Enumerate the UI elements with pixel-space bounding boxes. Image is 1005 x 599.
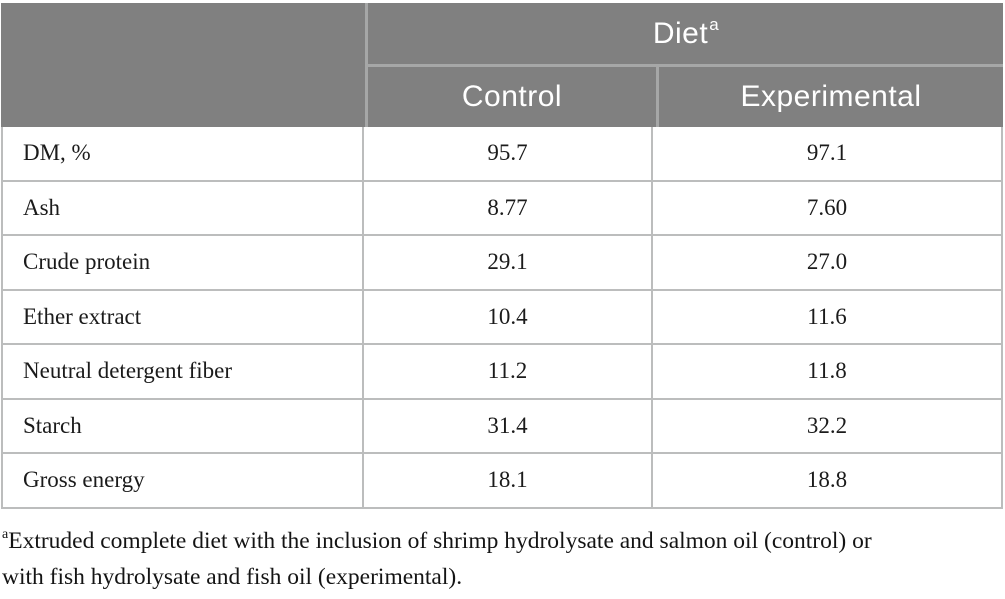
table-row-starch: Starch 31.4 32.2	[3, 399, 1001, 454]
experimental-value: 27.0	[806, 249, 848, 275]
header-horizontal-divider	[368, 64, 1003, 67]
table-footnote: aExtruded complete diet with the inclusi…	[2, 523, 1002, 595]
header-group-superscript: a	[709, 14, 720, 34]
column-header-row: Control Experimental	[368, 67, 1003, 127]
header-vertical-divider	[365, 3, 368, 127]
column-header-control: Control	[461, 80, 563, 113]
header-right-section: Diet a Control Experimental	[368, 3, 1003, 127]
experimental-value: 18.8	[806, 467, 848, 493]
table-row-ash: Ash 8.77 7.60	[3, 181, 1001, 236]
table-row-gross-energy: Gross energy 18.1 18.8	[3, 454, 1001, 509]
row-label: Starch	[3, 399, 364, 452]
experimental-value: 11.8	[807, 358, 847, 384]
control-value: 95.7	[364, 127, 653, 180]
experimental-value: 32.2	[806, 412, 848, 438]
footnote-line-2: with fish hydrolysate and fish oil (expe…	[2, 564, 463, 590]
table-row-ether-extract: Ether extract 10.4 11.6	[3, 290, 1001, 345]
table-header: Diet a Control Experimental	[1, 3, 1003, 127]
row-label: Gross energy	[3, 454, 364, 507]
row-label: Neutral detergent fiber	[3, 345, 364, 398]
header-blank-cell	[1, 3, 365, 127]
table-row-crude-protein: Crude protein 29.1 27.0	[3, 236, 1001, 291]
table-body: DM, % 95.7 97.1 Ash 8.77 7.60 Crude prot…	[1, 127, 1003, 509]
experimental-value: 7.60	[806, 194, 848, 220]
row-label: Ash	[3, 181, 364, 234]
column-header-divider	[656, 67, 659, 127]
control-value: 29.1	[364, 236, 653, 289]
header-group-label: Diet	[652, 16, 709, 50]
control-value: 18.1	[364, 454, 653, 507]
row-label: Ether extract	[3, 290, 364, 343]
control-value: 11.2	[364, 345, 653, 398]
nutrient-composition-table: Diet a Control Experimental DM, % 95.7 97…	[1, 3, 1003, 509]
experimental-value: 11.6	[807, 303, 847, 329]
experimental-value: 97.1	[806, 140, 848, 166]
column-header-experimental: Experimental	[740, 80, 922, 113]
control-value: 31.4	[364, 399, 653, 452]
control-value: 8.77	[364, 181, 653, 234]
row-label: Crude protein	[3, 236, 364, 289]
table-row-neutral-detergent-fiber: Neutral detergent fiber 11.2 11.8	[3, 345, 1001, 400]
footnote-superscript: a	[2, 527, 9, 543]
control-value: 10.4	[364, 290, 653, 343]
table-row-dm: DM, % 95.7 97.1	[3, 127, 1001, 182]
footnote-line-1: Extruded complete diet with the inclusio…	[8, 528, 872, 554]
row-label: DM, %	[3, 127, 364, 180]
header-group-cell: Diet a	[368, 3, 1003, 64]
